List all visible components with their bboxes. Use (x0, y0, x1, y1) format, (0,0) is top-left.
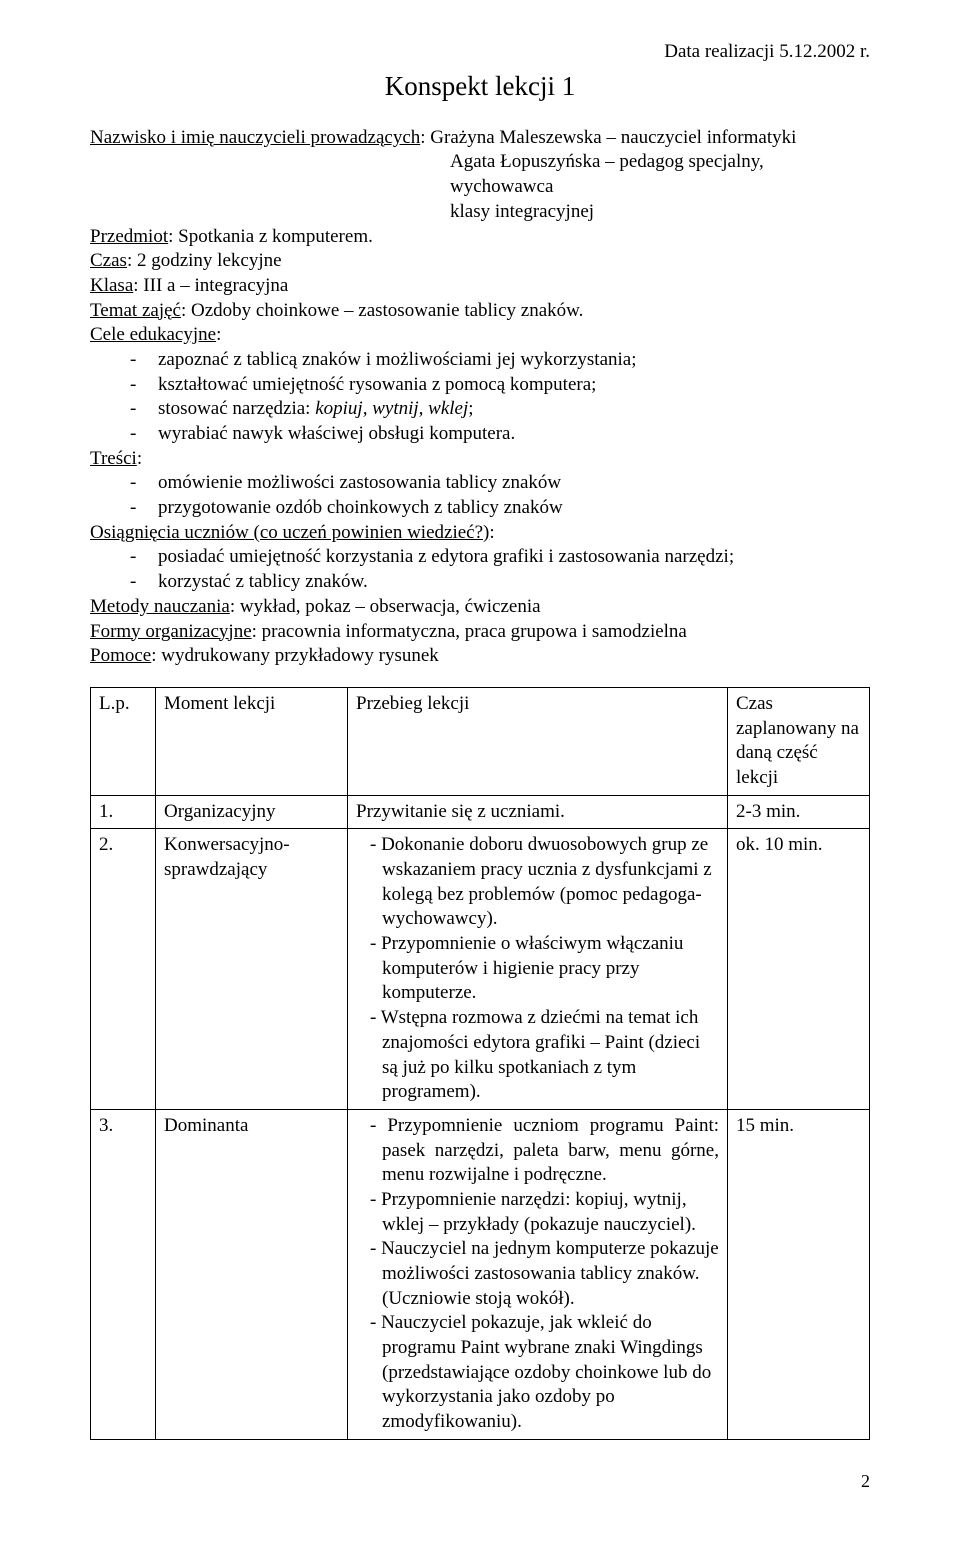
table-row: 3. Dominanta - Przypomnienie uczniom pro… (91, 1109, 870, 1439)
table-row: 2. Konwersacyjno-sprawdzający - Dokonani… (91, 829, 870, 1110)
teacher2-role2: klasy integracyjnej (90, 200, 870, 225)
cell-moment: Dominanta (156, 1109, 348, 1439)
forms-value: : pracownia informatyczna, praca grupowa… (252, 621, 687, 642)
col-header-lp: L.p. (91, 687, 156, 795)
lesson-table: L.p. Moment lekcji Przebieg lekcji Czas … (90, 687, 870, 1440)
cell-przebieg: - Przypomnienie uczniom programu Paint: … (348, 1109, 728, 1439)
date-line: Data realizacji 5.12.2002 r. (90, 40, 870, 65)
content-item: przygotowanie ozdób choinkowych z tablic… (158, 496, 870, 521)
content-label: Treści (90, 448, 137, 469)
cell-przebieg: - Dokonanie doboru dwuosobowych grup ze … (348, 829, 728, 1110)
goal-item-suffix: ; (468, 398, 473, 419)
topic-value: : Ozdoby choinkowe – zastosowanie tablic… (181, 300, 583, 321)
cell-przebieg: Przywitanie się z uczniami. (348, 795, 728, 829)
cell-lp: 3. (91, 1109, 156, 1439)
teacher2-role1: wychowawca (90, 175, 870, 200)
przebieg-line: - Wstępna rozmowa z dziećmi na temat ich… (370, 1006, 719, 1105)
cell-moment: Organizacyjny (156, 795, 348, 829)
goals-list: zapoznać z tablicą znaków i możliwościam… (90, 348, 870, 447)
table-header-row: L.p. Moment lekcji Przebieg lekcji Czas … (91, 687, 870, 795)
goal-item: wyrabiać nawyk właściwej obsługi kompute… (158, 422, 870, 447)
subject-line: Przedmiot: Spotkania z komputerem. (90, 225, 870, 250)
time-value: : 2 godziny lekcyjne (127, 250, 282, 271)
przebieg-line: - Przypomnienie uczniom programu Paint: … (370, 1114, 719, 1188)
achievement-item: posiadać umiejętność korzystania z edyto… (158, 545, 870, 570)
teachers-label: Nazwisko i imię nauczycieli prowadzących (90, 127, 420, 148)
achievements-label: Osiągnięcia uczniów (co uczeń powinien w… (90, 522, 489, 543)
forms-line: Formy organizacyjne: pracownia informaty… (90, 620, 870, 645)
page-number: 2 (90, 1470, 870, 1493)
content-list: omówienie możliwości zastosowania tablic… (90, 471, 870, 520)
teacher2-line: Agata Łopuszyńska – pedagog specjalny, (90, 150, 870, 175)
aids-line: Pomoce: wydrukowany przykładowy rysunek (90, 644, 870, 669)
cell-czas: ok. 10 min. (728, 829, 870, 1110)
content-line: Treści: (90, 447, 870, 472)
przebieg-line: - Dokonanie doboru dwuosobowych grup ze … (370, 833, 719, 932)
achievements-line: Osiągnięcia uczniów (co uczeń powinien w… (90, 521, 870, 546)
goal-item: kształtować umiejętność rysowania z pomo… (158, 373, 870, 398)
class-label: Klasa (90, 275, 133, 296)
class-line: Klasa: III a – integracyjna (90, 274, 870, 299)
forms-label: Formy organizacyjne (90, 621, 252, 642)
goal-item-italic: kopiuj, wytnij, wklej (315, 398, 468, 419)
methods-line: Metody nauczania: wykład, pokaz – obserw… (90, 595, 870, 620)
cell-czas: 2-3 min. (728, 795, 870, 829)
subject-label: Przedmiot (90, 226, 168, 247)
teachers-value: : Grażyna Maleszewska – nauczyciel infor… (420, 127, 796, 148)
cell-moment: Konwersacyjno-sprawdzający (156, 829, 348, 1110)
time-line: Czas: 2 godziny lekcyjne (90, 249, 870, 274)
przebieg-line: - Przypomnienie o właściwym włączaniu ko… (370, 932, 719, 1006)
cell-lp: 2. (91, 829, 156, 1110)
achievements-list: posiadać umiejętność korzystania z edyto… (90, 545, 870, 594)
time-label: Czas (90, 250, 127, 271)
document-page: Data realizacji 5.12.2002 r. Konspekt le… (0, 0, 960, 1533)
cell-czas: 15 min. (728, 1109, 870, 1439)
col-header-czas: Czas zaplanowany na daną część lekcji (728, 687, 870, 795)
content-item: omówienie możliwości zastosowania tablic… (158, 471, 870, 496)
goal-item-text: stosować narzędzia: (158, 398, 315, 419)
przebieg-line: - Nauczyciel pokazuje, jak wkleić do pro… (370, 1311, 719, 1434)
aids-label: Pomoce (90, 645, 151, 666)
goal-item: zapoznać z tablicą znaków i możliwościam… (158, 348, 870, 373)
methods-label: Metody nauczania (90, 596, 230, 617)
cell-lp: 1. (91, 795, 156, 829)
achievement-item: korzystać z tablicy znaków. (158, 570, 870, 595)
aids-value: : wydrukowany przykładowy rysunek (151, 645, 439, 666)
col-header-moment: Moment lekcji (156, 687, 348, 795)
col-header-przebieg: Przebieg lekcji (348, 687, 728, 795)
class-value: : III a – integracyjna (133, 275, 288, 296)
table-row: 1. Organizacyjny Przywitanie się z uczni… (91, 795, 870, 829)
przebieg-line: - Przypomnienie narzędzi: kopiuj, wytnij… (370, 1188, 719, 1237)
goals-label: Cele edukacyjne (90, 324, 216, 345)
subject-value: : Spotkania z komputerem. (168, 226, 373, 247)
document-heading: Konspekt lekcji 1 (90, 69, 870, 104)
przebieg-line: - Nauczyciel na jednym komputerze pokazu… (370, 1237, 719, 1311)
teachers-line: Nazwisko i imię nauczycieli prowadzących… (90, 126, 870, 151)
topic-line: Temat zajęć: Ozdoby choinkowe – zastosow… (90, 299, 870, 324)
methods-value: : wykład, pokaz – obserwacja, ćwiczenia (230, 596, 541, 617)
topic-label: Temat zajęć (90, 300, 181, 321)
goal-item: stosować narzędzia: kopiuj, wytnij, wkle… (158, 397, 870, 422)
achievements-suffix: : (489, 522, 494, 543)
intro-block: Nazwisko i imię nauczycieli prowadzących… (90, 126, 870, 669)
goals-line: Cele edukacyjne: (90, 323, 870, 348)
